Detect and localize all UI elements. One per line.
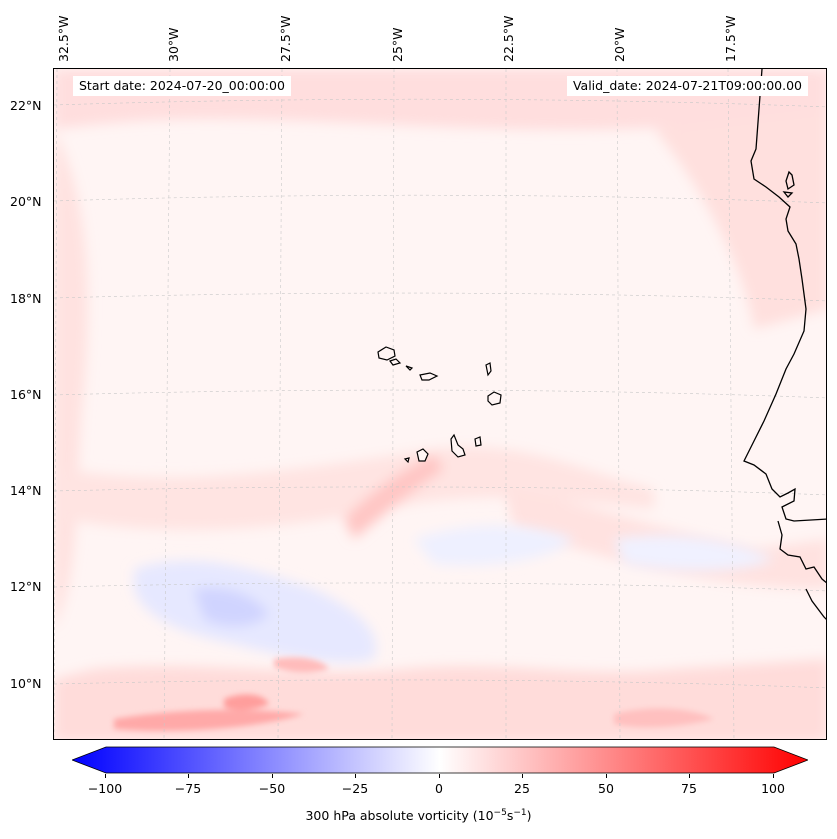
coastline xyxy=(743,69,826,620)
colorbar-label-end: ) xyxy=(526,808,532,824)
colorbar-tick-label: 25 xyxy=(514,781,530,796)
lon-label-17-5w: 17.5°W xyxy=(723,15,738,62)
colorbar-gradient xyxy=(70,746,810,774)
colorbar-label-exponent-2: −1 xyxy=(513,808,527,818)
colorbar-tick-mark xyxy=(689,774,690,778)
lat-label-18n: 18°N xyxy=(10,291,42,306)
graticule xyxy=(54,69,826,739)
colorbar-tick-mark xyxy=(439,774,440,778)
vorticity-map xyxy=(53,68,827,740)
colorbar-tick-mark xyxy=(522,774,523,778)
strong-vorticity-band xyxy=(114,657,714,731)
cape-verde-islands xyxy=(377,346,502,464)
negative-vorticity-areas xyxy=(134,525,774,663)
lon-label-27-5w: 27.5°W xyxy=(278,15,293,62)
colorbar-tick-label: −50 xyxy=(258,781,286,796)
colorbar-label-unit: s xyxy=(506,808,514,824)
colorbar-tick-mark xyxy=(188,774,189,778)
colorbar-tick-label: −75 xyxy=(174,781,202,796)
lon-label-25w: 25°W xyxy=(390,27,405,62)
lon-label-20w: 20°W xyxy=(612,27,627,62)
colorbar-tick-mark xyxy=(105,774,106,778)
colorbar-body xyxy=(70,746,810,774)
colorbar-label-text: 300 hPa absolute vorticity (10 xyxy=(305,808,494,824)
map-canvas xyxy=(54,69,826,739)
colorbar-tick-mark xyxy=(606,774,607,778)
colorbar-tick-mark xyxy=(773,774,774,778)
colorbar-tick-label: −100 xyxy=(87,781,123,796)
lon-label-22-5w: 22.5°W xyxy=(501,15,516,62)
colorbar xyxy=(70,746,810,774)
colorbar-tick-mark xyxy=(355,774,356,778)
start-date-label: Start date: 2024-07-20_00:00:00 xyxy=(73,76,291,96)
colorbar-label-exponent-1: −5 xyxy=(493,808,507,818)
colorbar-tick-label: 0 xyxy=(435,781,443,796)
colorbar-tick-label: 50 xyxy=(598,781,614,796)
lon-label-30w: 30°W xyxy=(166,27,181,62)
lat-label-20n: 20°N xyxy=(10,194,42,209)
lon-label-32-5w: 32.5°W xyxy=(56,15,71,62)
colorbar-label: 300 hPa absolute vorticity (10−5s−1) xyxy=(0,808,837,823)
colorbar-tick-mark xyxy=(272,774,273,778)
lat-label-14n: 14°N xyxy=(10,483,42,498)
lat-label-10n: 10°N xyxy=(10,676,42,691)
colorbar-tick-label: 100 xyxy=(761,781,785,796)
colorbar-tick-label: 75 xyxy=(681,781,697,796)
valid-date-label: Valid_date: 2024-07-21T09:00:00.00 xyxy=(566,76,808,96)
lat-label-22n: 22°N xyxy=(10,98,42,113)
lat-label-16n: 16°N xyxy=(10,387,42,402)
colorbar-tick-label: −25 xyxy=(341,781,369,796)
lat-label-12n: 12°N xyxy=(10,579,42,594)
